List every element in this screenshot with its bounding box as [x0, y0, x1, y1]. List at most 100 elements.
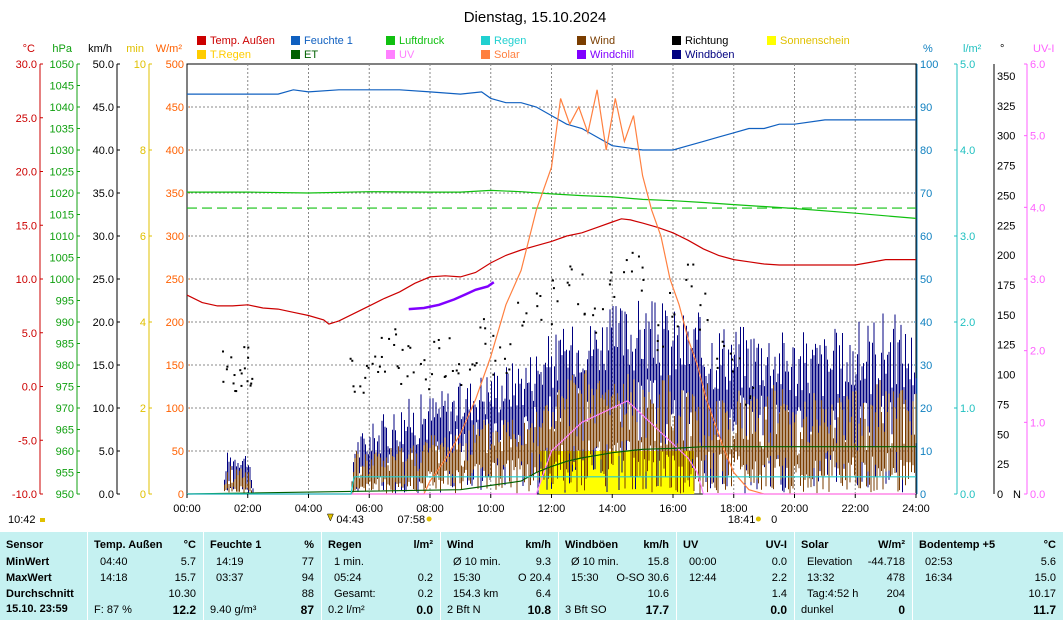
direction-point: [240, 372, 243, 375]
stats-max-value: 15.7: [174, 572, 196, 584]
marker-label: 07:58: [398, 514, 426, 526]
direction-point: [631, 251, 634, 254]
axis-tick-label: 965: [56, 425, 74, 437]
direction-point: [230, 356, 233, 359]
direction-point: [364, 376, 367, 379]
axis-tick-label: 150: [166, 360, 184, 372]
direction-point: [380, 336, 383, 339]
stats-max-time: 14:18: [100, 572, 128, 584]
stats-avg-value: 204: [886, 588, 905, 600]
axis-tick-label: 500: [166, 59, 184, 71]
sunrise-marker: [426, 516, 432, 522]
axis-tick-label: 100: [920, 59, 938, 71]
legend-swatch: [291, 50, 300, 59]
stats-row-labels: Sensor MinWert MaxWert Durchschnitt 15.10. 2…: [0, 532, 86, 620]
direction-point: [595, 331, 598, 334]
direction-point: [249, 384, 252, 387]
direction-point: [505, 371, 508, 374]
x-tick-label: 20:00: [781, 503, 809, 515]
axis-tick-label: 125: [997, 340, 1015, 352]
stats-last-label: dunkel: [801, 604, 834, 616]
direction-point: [471, 363, 474, 366]
stats-max-value: 94: [301, 572, 314, 584]
axis-tick-label: 10.0: [93, 403, 114, 415]
stats-row-label: Sensor: [6, 539, 44, 551]
direction-point: [601, 308, 604, 311]
axis-tick-label: 6: [140, 231, 146, 243]
axis-tick-label: 50.0: [93, 59, 114, 71]
direction-point: [246, 380, 249, 383]
direction-point: [451, 369, 454, 372]
direction-point: [380, 355, 383, 358]
direction-point: [397, 367, 400, 370]
direction-point: [509, 343, 512, 346]
axis-unit-temp: °C: [23, 43, 35, 55]
x-tick-label: 18:00: [720, 503, 748, 515]
axis-tick-label: 1010: [50, 231, 74, 243]
stats-avg-label: Gesamt:: [334, 588, 376, 600]
stats-col-title: Solar: [801, 539, 829, 551]
x-axis: 00:00 02:00 04:00 06:00 08:00 10:00 12:00 14:00…: [8, 494, 930, 526]
direction-point: [431, 373, 434, 376]
direction-point: [407, 345, 410, 348]
direction-point: [437, 338, 440, 341]
direction-point: [240, 384, 243, 387]
axis-tick-label: 1025: [50, 167, 74, 179]
direction-point: [371, 362, 374, 365]
stats-min-value: 0.0: [771, 556, 787, 568]
axis-tick-label: 0: [178, 489, 184, 501]
axis-tick-label: 8: [140, 145, 146, 157]
stats-col-unit: °C: [183, 539, 196, 551]
legend-label: Richtung: [685, 35, 728, 47]
legend-label: ET: [304, 49, 318, 61]
direction-point: [690, 285, 693, 288]
direction-point: [243, 346, 246, 349]
direction-point: [716, 366, 719, 369]
direction-point: [494, 359, 497, 362]
stats-table: Sensor MinWert MaxWert Durchschnitt 15.10. 2…: [0, 532, 1063, 620]
x-tick-label: 02:00: [234, 503, 262, 515]
stats-min-value: 9.3: [535, 556, 551, 568]
axis-tick-label: 0.0: [1030, 489, 1045, 501]
direction-point: [716, 357, 719, 360]
direction-point: [556, 300, 559, 303]
direction-point: [581, 273, 584, 276]
direction-point: [455, 369, 458, 372]
axis-tick-label: 10.0: [16, 274, 37, 286]
direction-point: [222, 380, 225, 383]
stats-min-time: Ø 10 min.: [571, 556, 619, 568]
direction-point: [673, 313, 676, 316]
direction-point: [535, 292, 538, 295]
direction-point: [656, 340, 659, 343]
stats-col-unit: W/m²: [878, 539, 905, 551]
direction-point: [738, 357, 741, 360]
stats-col-title: Bodentemp +5: [919, 539, 996, 551]
stats-max-value: 0.2: [417, 572, 433, 584]
direction-point: [686, 263, 689, 266]
stats-max-time: 15:30: [571, 572, 599, 584]
stats-col-title: Wind: [447, 539, 474, 551]
direction-point: [522, 320, 525, 323]
direction-point: [731, 370, 734, 373]
legend-swatch: [291, 36, 300, 45]
stats-col-unit: km/h: [525, 539, 551, 551]
axis-tick-label: 5.0: [960, 59, 975, 71]
direction-point: [566, 281, 569, 284]
axis-tick-label: 975: [56, 382, 74, 394]
axis-tick-label: 960: [56, 446, 74, 458]
legend-swatch: [197, 50, 206, 59]
direction-point: [353, 390, 356, 393]
direction-point: [226, 365, 229, 368]
direction-point: [457, 372, 460, 375]
x-tick-label: 12:00: [538, 503, 566, 515]
direction-point: [351, 359, 354, 362]
stats-col-title: Temp. Außen: [94, 539, 163, 551]
stats-min-time: Ø 10 min.: [453, 556, 501, 568]
direction-point: [517, 301, 520, 304]
stats-current-value: 10.8: [527, 603, 551, 617]
axis-tick-label: 0: [920, 489, 926, 501]
direction-point: [583, 312, 586, 315]
legend-label: Sonnenschein: [780, 35, 850, 47]
legend-swatch: [577, 36, 586, 45]
direction-point: [704, 292, 707, 295]
